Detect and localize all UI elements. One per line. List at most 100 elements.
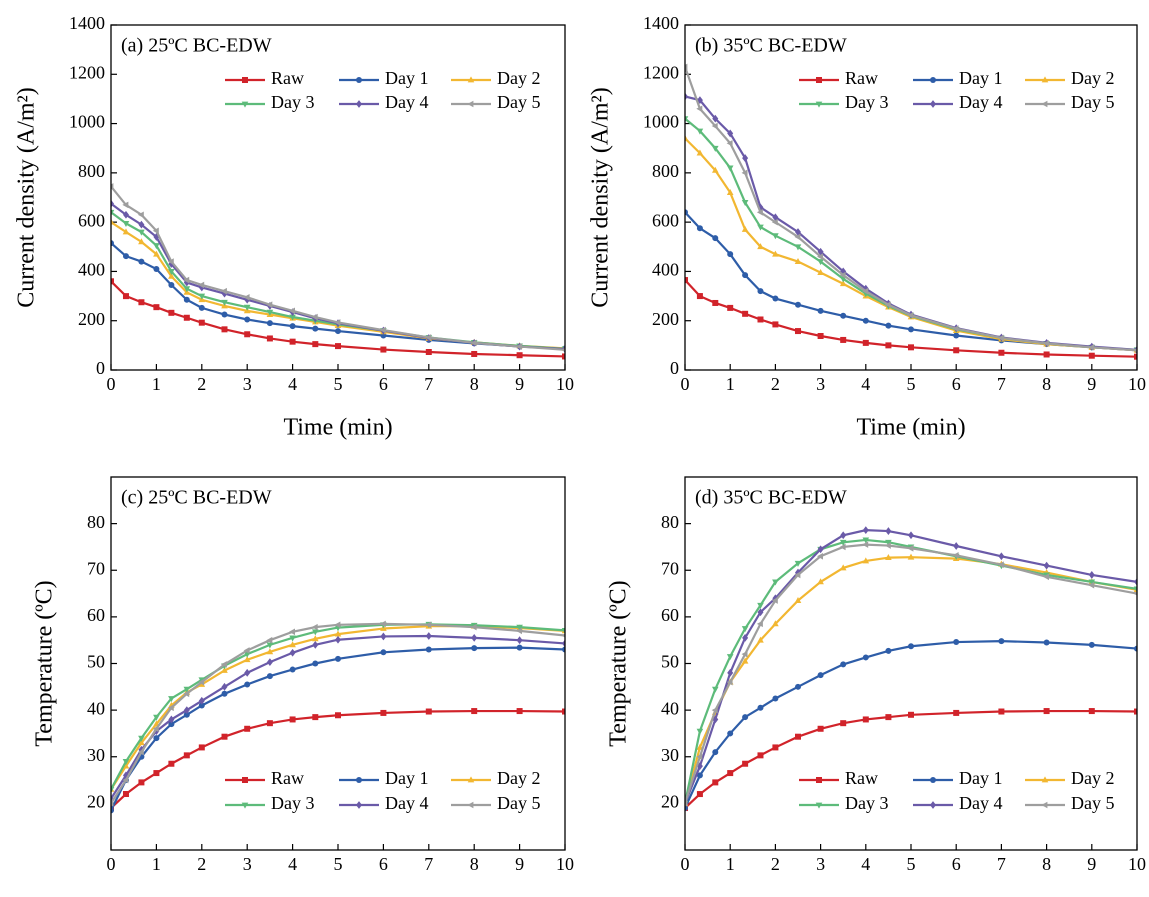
legend-label: Day 4 [959, 793, 1003, 813]
point [168, 696, 175, 703]
point [380, 346, 387, 353]
point [335, 343, 341, 350]
point [772, 295, 779, 302]
point [516, 627, 522, 635]
x-tick-label: 3 [243, 854, 252, 874]
point [741, 657, 749, 664]
point [885, 647, 892, 654]
x-tick-label: 10 [556, 374, 574, 394]
x-tick-label: 10 [1128, 374, 1146, 394]
x-tick-label: 9 [1087, 374, 1096, 394]
point [741, 225, 749, 232]
x-tick-label: 8 [1042, 374, 1051, 394]
point [183, 711, 190, 718]
legend-label: Raw [845, 68, 878, 88]
legend-marker [1041, 76, 1049, 83]
legend-marker [356, 77, 362, 83]
point [952, 552, 959, 559]
legend-label: Day 1 [959, 68, 1003, 88]
legend-marker [1041, 100, 1048, 108]
point [168, 721, 175, 728]
point [153, 265, 160, 272]
legend-marker [467, 76, 475, 83]
point [696, 791, 703, 798]
point [138, 229, 145, 236]
point [772, 233, 779, 240]
point [111, 807, 114, 814]
point [840, 720, 847, 727]
x-tick-label: 4 [288, 374, 297, 394]
point [198, 702, 205, 709]
x-tick-label: 2 [771, 374, 780, 394]
point [1043, 561, 1050, 570]
point [311, 313, 318, 321]
point [221, 299, 228, 306]
point [470, 623, 477, 631]
legend-label: Day 3 [845, 793, 889, 813]
point [289, 648, 296, 657]
point [884, 301, 891, 308]
point [742, 633, 749, 642]
point [953, 709, 960, 716]
point [696, 772, 703, 779]
point [168, 760, 175, 767]
point [711, 122, 718, 130]
point [862, 537, 870, 544]
point [795, 328, 801, 335]
x-tick-label: 5 [334, 854, 343, 874]
plot-area [111, 620, 565, 814]
plot-area [685, 526, 1137, 812]
point [742, 714, 749, 721]
point [1043, 639, 1050, 646]
y-tick-label: 1400 [69, 13, 105, 33]
point [183, 276, 190, 284]
y-tick-label: 200 [78, 309, 105, 329]
point [289, 641, 296, 648]
panel-title: (b) 35ºC BC-EDW [695, 35, 847, 57]
legend-marker [467, 100, 474, 108]
point [138, 299, 145, 306]
point [243, 647, 250, 654]
legend-marker [816, 77, 822, 83]
point [312, 660, 319, 667]
point [952, 325, 959, 332]
point [244, 668, 251, 677]
y-axis-label: Current density (A/m²) [588, 87, 614, 308]
point [561, 633, 565, 638]
point [425, 632, 432, 640]
panel-title: (a) 25ºC BC-EDW [121, 35, 272, 57]
point [794, 560, 802, 567]
point [111, 278, 114, 285]
legend-label: Raw [271, 768, 304, 788]
series-line [685, 538, 1137, 804]
point [696, 225, 703, 232]
point [726, 165, 734, 172]
point [168, 281, 175, 288]
point [312, 325, 319, 332]
legend-label: Day 5 [1071, 92, 1115, 112]
point [312, 714, 319, 721]
x-tick-label: 4 [288, 854, 297, 874]
point [756, 620, 763, 628]
legend-label: Day 2 [1071, 768, 1115, 788]
point [794, 244, 802, 251]
point [138, 220, 145, 229]
point [562, 353, 565, 360]
x-tick-label: 4 [861, 854, 870, 874]
x-tick-label: 6 [952, 374, 961, 394]
point [153, 735, 160, 742]
point [198, 678, 205, 686]
point [1134, 645, 1137, 652]
point [685, 209, 688, 216]
point [243, 304, 251, 311]
legend-marker [930, 801, 936, 809]
panel: 0 1 2 3 4 5 6 7 8 9 10 20 30 40 50 60 70 80 Time (min) Temp… [32, 476, 574, 897]
point [220, 661, 227, 668]
point [289, 307, 295, 315]
point [998, 552, 1005, 561]
point [1088, 571, 1095, 579]
point [266, 648, 274, 655]
point [266, 335, 273, 342]
point [907, 311, 914, 319]
